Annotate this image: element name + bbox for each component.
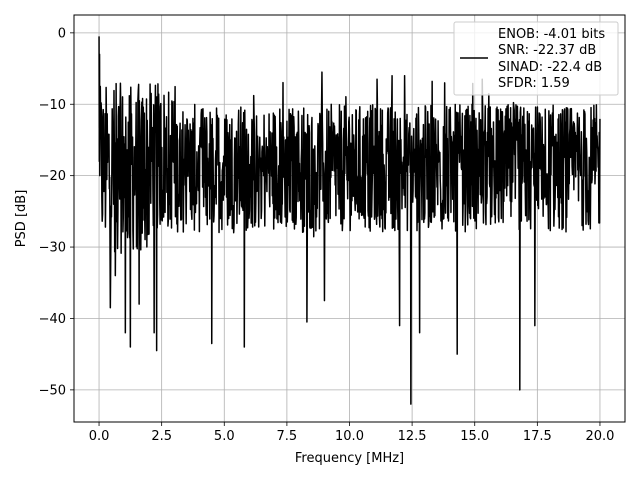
legend-line-sfdr: SFDR: 1.59 — [498, 76, 570, 91]
y-tick-label: −50 — [39, 383, 66, 398]
x-tick-label: 5.0 — [214, 429, 235, 444]
x-axis-label: Frequency [MHz] — [295, 451, 404, 466]
x-tick-label: 15.0 — [460, 429, 489, 444]
y-tick-label: −20 — [39, 169, 66, 184]
legend-box — [453, 21, 619, 96]
x-tick-label: 17.5 — [523, 429, 552, 444]
x-axis: 0.0 2.5 5.0 7.5 10.0 12.5 15.0 17.5 20.0 — [89, 422, 614, 444]
x-tick-label: 12.5 — [398, 429, 427, 444]
x-tick-label: 2.5 — [151, 429, 172, 444]
y-tick-label: −10 — [39, 98, 66, 113]
psd-trace-group — [98, 36, 601, 405]
y-tick-label: −40 — [39, 312, 66, 327]
x-tick-label: 10.0 — [335, 429, 364, 444]
y-tick-label: 0 — [58, 26, 66, 41]
y-axis: 0 −10 −20 −30 −40 −50 — [39, 26, 74, 398]
y-axis-label: PSD [dB] — [14, 190, 29, 248]
x-tick-label: 7.5 — [277, 429, 298, 444]
x-tick-label: 20.0 — [585, 429, 614, 444]
legend-line-sinad: SINAD: -22.4 dB — [498, 60, 602, 75]
x-tick-label: 0.0 — [89, 429, 110, 444]
legend-line-enob: ENOB: -4.01 bits — [498, 27, 605, 42]
psd-series-line — [98, 36, 601, 405]
y-tick-label: −30 — [39, 241, 66, 256]
legend: ENOB: -4.01 bits SNR: -22.37 dB SINAD: -… — [453, 21, 619, 96]
legend-line-snr: SNR: -22.37 dB — [498, 43, 596, 58]
